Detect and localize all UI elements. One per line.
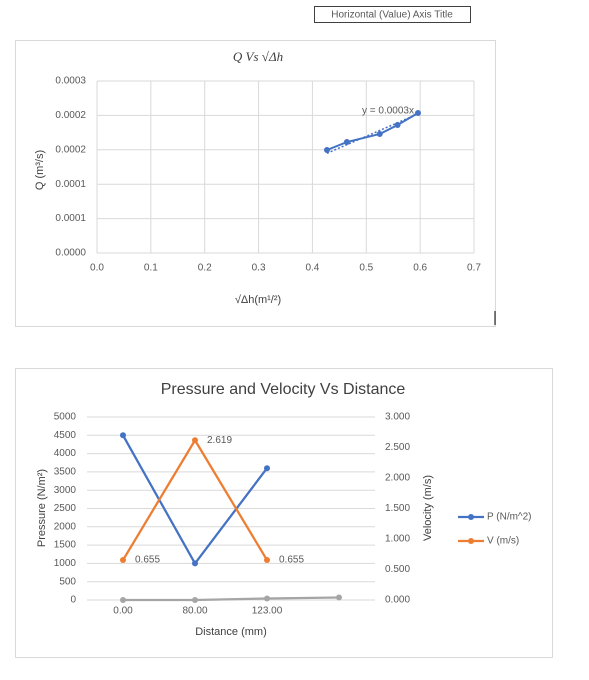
y-tick-label: 0.0002 [55,110,86,121]
axis-title-box [314,6,471,23]
data-point [120,432,126,439]
y2-tick-label: 3.000 [385,412,410,423]
y-tick-label: 0.0000 [55,248,86,259]
x-tick-label: 0.00 [113,606,133,617]
data-point [264,595,270,602]
y2-tick-label: 2.000 [385,473,410,484]
x-tick-label: 0.0 [90,263,104,274]
y2-tick-label: 0.500 [385,564,410,575]
data-point [264,465,270,472]
data-point [264,557,270,564]
y-tick-label: 5000 [54,412,77,423]
y2-tick-label: 1.500 [385,503,410,514]
data-label: 2.619 [207,435,232,446]
x-tick-label: 0.7 [467,263,481,274]
y-axis-title: Pressure (N/m²) [36,469,48,547]
x-tick-label: 0.5 [359,263,373,274]
y-tick-label: 2500 [54,503,77,514]
data-point [120,557,126,564]
data-point [192,437,198,444]
data-point [192,597,198,603]
y-tick-label: 4000 [54,448,77,459]
x-tick-label: 80.00 [182,606,207,617]
y-tick-label: 0.0001 [55,213,86,224]
y2-tick-label: 0.000 [385,595,410,606]
x-axis-title: √Δh(m¹/²) [235,294,281,306]
x-tick-label: 0.1 [144,263,158,274]
data-point [120,597,126,603]
y-tick-label: 1000 [54,558,77,569]
axis-title-placeholder: Horizontal (Value) Axis Title [331,10,453,21]
series-line [123,596,340,602]
data-point [394,122,401,129]
chart-frame [15,368,553,658]
y-tick-label: 3500 [54,467,77,478]
x-tick-label: 0.6 [413,263,427,274]
data-label: 0.655 [279,555,304,566]
x-tick-label: 0.3 [252,263,266,274]
y2-axis-title: Velocity (m/s) [422,475,434,541]
data-point [192,560,198,567]
y-tick-label: 0 [70,595,76,606]
legend-marker [468,538,474,544]
y-tick-label: 0.0002 [55,144,86,155]
y-tick-label: 0.0003 [55,76,86,87]
y-tick-label: 500 [59,576,76,587]
y-tick-label: 4500 [54,430,77,441]
y-tick-label: 2000 [54,521,77,532]
chart-title: Pressure and Velocity Vs Distance [161,381,406,398]
data-point [343,139,350,146]
legend-label: P (N/m^2) [487,512,532,523]
chart-title: Q Vs √Δh [233,49,283,64]
legend-label: V (m/s) [487,536,519,547]
x-tick-label: 123.00 [252,606,283,617]
chart-frame [15,40,496,327]
x-tick-label: 0.4 [305,263,319,274]
x-tick-label: 0.2 [198,263,212,274]
y2-tick-label: 1.000 [385,534,410,545]
legend-marker [468,514,474,520]
y-tick-label: 1500 [54,540,77,551]
data-point [414,109,421,116]
data-label: 0.655 [135,555,160,566]
data-point [336,594,342,601]
x-axis-title: Distance (mm) [195,626,267,638]
data-point [376,130,383,137]
y-tick-label: 0.0001 [55,179,86,190]
y-tick-label: 3000 [54,485,77,496]
trendline [326,113,419,154]
y-axis-title: Q (m³/s) [34,150,46,190]
trendline-equation: y = 0.0003x [362,105,414,116]
y2-tick-label: 2.500 [385,442,410,453]
data-point [323,147,330,154]
